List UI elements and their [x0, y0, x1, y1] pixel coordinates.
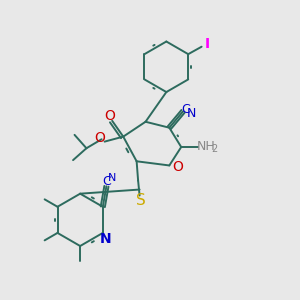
Text: O: O [172, 160, 183, 174]
Text: O: O [104, 109, 115, 123]
Text: O: O [95, 131, 106, 145]
Text: I: I [205, 37, 210, 51]
Text: S: S [136, 193, 146, 208]
Text: NH: NH [196, 140, 215, 153]
Text: 2: 2 [212, 143, 218, 154]
Text: C: C [102, 175, 111, 188]
Text: N: N [187, 107, 196, 120]
Text: N: N [108, 173, 116, 183]
Text: N: N [100, 232, 112, 247]
Text: C: C [181, 103, 190, 116]
